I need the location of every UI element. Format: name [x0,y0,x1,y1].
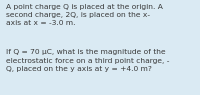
Text: A point charge Q is placed at the origin. A
second charge, 2Q, is placed on the : A point charge Q is placed at the origin… [6,4,163,26]
Text: If Q = 70 μC, what is the magnitude of the
electrostatic force on a third point : If Q = 70 μC, what is the magnitude of t… [6,49,170,72]
